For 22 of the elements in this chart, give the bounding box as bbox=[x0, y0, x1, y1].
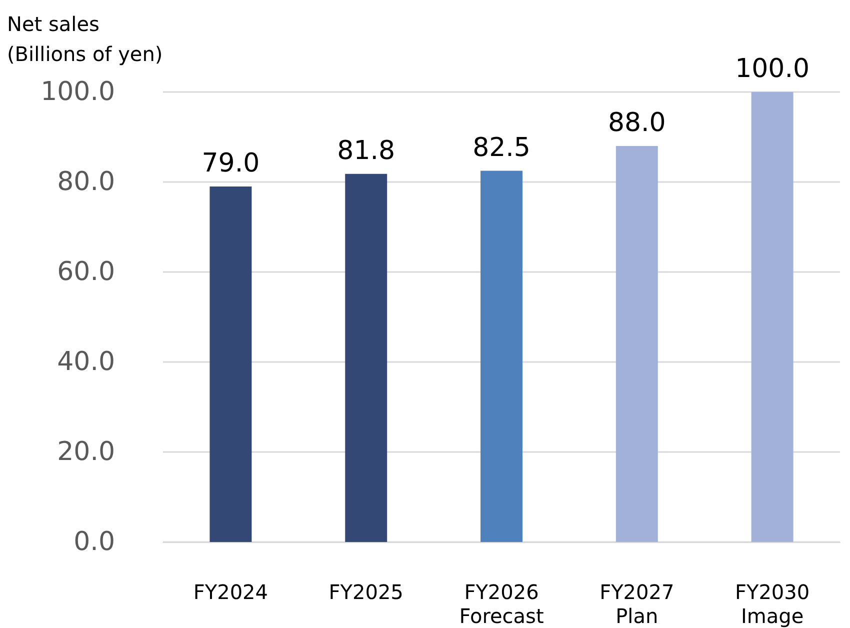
bar bbox=[751, 92, 794, 542]
data-label: 82.5 bbox=[472, 132, 530, 163]
y-tick-label: 20.0 bbox=[57, 437, 115, 467]
data-label: 79.0 bbox=[202, 148, 260, 178]
bar bbox=[210, 186, 252, 542]
x-tick-label: FY2027 Plan bbox=[600, 580, 674, 628]
y-tick-label: 40.0 bbox=[57, 347, 115, 377]
x-tick-label: FY2030 Image bbox=[734, 580, 810, 628]
bar bbox=[345, 174, 388, 542]
y-axis-title: Net sales (Billions of yen) bbox=[7, 12, 163, 66]
data-label: 81.8 bbox=[337, 136, 396, 166]
data-label: 100.0 bbox=[735, 54, 810, 84]
y-tick-label: 80.0 bbox=[57, 167, 115, 197]
y-tick-label: 100.0 bbox=[40, 77, 115, 107]
bar bbox=[616, 146, 658, 542]
data-label: 88.0 bbox=[608, 108, 666, 138]
y-tick-label: 0.0 bbox=[74, 527, 115, 557]
x-tick-label: FY2026 Forecast bbox=[459, 580, 544, 628]
bar bbox=[480, 170, 522, 542]
y-tick-label: 60.0 bbox=[57, 257, 115, 287]
x-tick-label: FY2025 bbox=[328, 580, 404, 604]
x-tick-label: FY2024 bbox=[193, 580, 268, 604]
